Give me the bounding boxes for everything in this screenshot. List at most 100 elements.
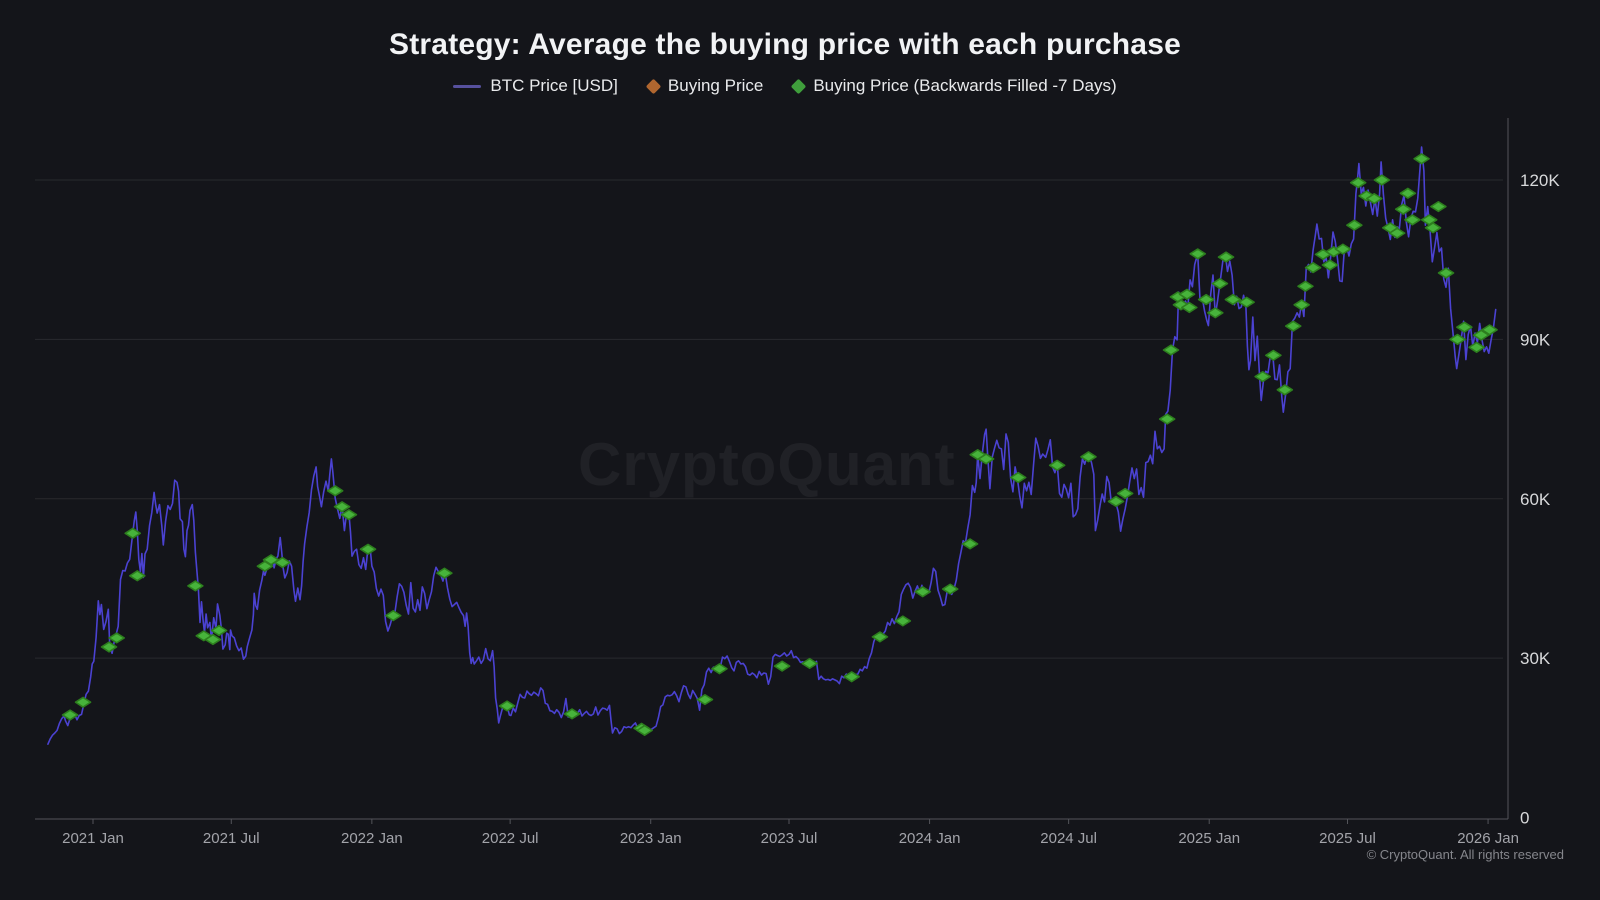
buy-point-marker — [1116, 487, 1134, 500]
buy-point-marker — [74, 696, 92, 708]
x-tick-label: 2022 Jul — [482, 830, 539, 847]
buy-point-marker — [1346, 219, 1363, 231]
legend: BTC Price [USD] Buying Price Buying Pric… — [0, 76, 1570, 96]
legend-item-buying-price[interactable]: Buying Price — [645, 76, 764, 96]
buy-point-marker — [801, 657, 818, 670]
buy-point-marker — [1304, 262, 1322, 274]
y-tick-label: 0 — [1520, 809, 1529, 828]
buy-point-marker — [498, 700, 516, 712]
buy-point-marker — [1217, 251, 1235, 263]
buy-point-marker — [1207, 307, 1224, 319]
buy-point-marker — [1365, 192, 1383, 205]
legend-label-btc-price: BTC Price [USD] — [490, 76, 618, 95]
buy-point-marker — [1009, 471, 1027, 484]
buy-point-marker — [61, 709, 79, 721]
buy-point-marker — [384, 610, 402, 622]
buy-point-marker — [1048, 459, 1066, 471]
buy-point-marker — [1162, 344, 1180, 356]
buy-point-marker — [359, 543, 377, 555]
legend-item-btc-price[interactable]: BTC Price [USD] — [453, 76, 618, 96]
buy-point-marker — [1321, 259, 1339, 271]
legend-label-buying-price-backfilled: Buying Price (Backwards Filled -7 Days) — [813, 76, 1117, 95]
buy-point-marker — [100, 641, 118, 653]
buy-point-marker — [1481, 324, 1498, 336]
buy-point-marker — [256, 560, 274, 572]
buy-point-marker — [1080, 451, 1097, 463]
buy-point-marker — [1254, 370, 1271, 383]
buy-point-marker — [1373, 174, 1391, 186]
buy-point-marker — [129, 570, 146, 582]
buy-point-marker — [1265, 349, 1282, 361]
buy-point-marker — [1394, 203, 1412, 215]
buy-point-marker — [1197, 293, 1215, 306]
y-tick-label: 120K — [1520, 171, 1560, 190]
buy-point-marker — [436, 567, 453, 579]
buy-point-marker — [1276, 384, 1294, 396]
buy-point-marker — [1472, 329, 1490, 341]
buy-point-marker — [1449, 333, 1466, 345]
buy-point-marker — [124, 527, 142, 539]
buy-point-marker — [326, 485, 344, 497]
buy-point-marker — [1456, 321, 1473, 333]
buy-point-marker — [1349, 177, 1367, 189]
cryptoquant-watermark: CryptoQuant — [578, 431, 956, 498]
buy-point-marker — [871, 631, 889, 643]
buy-point-marker — [1399, 187, 1417, 199]
buy-point-marker — [773, 660, 791, 672]
btc-price-line-swatch-icon — [453, 84, 482, 88]
x-tick-label: 2026 Jan — [1457, 830, 1519, 847]
buy-point-marker — [1284, 320, 1302, 332]
legend-label-buying-price: Buying Price — [667, 76, 764, 95]
x-tick-label: 2023 Jul — [761, 830, 818, 847]
buy-point-marker — [563, 708, 581, 720]
buy-point-marker — [977, 453, 995, 465]
buy-point-marker — [1211, 277, 1229, 290]
buy-point-marker — [274, 556, 291, 569]
buy-point-marker — [961, 538, 979, 550]
x-tick-label: 2024 Jan — [899, 830, 961, 847]
y-tick-label: 60K — [1520, 490, 1551, 509]
buy-point-marker — [1293, 299, 1310, 311]
btc-price-line — [47, 146, 1497, 745]
buy-point-marker — [696, 693, 714, 706]
y-tick-label: 30K — [1520, 649, 1551, 668]
buy-point-marker — [187, 580, 204, 592]
buy-point-marker — [333, 501, 351, 513]
buy-point-marker — [210, 624, 228, 637]
buy-point-marker — [1181, 301, 1198, 314]
chart-title: Strategy: Average the buying price with … — [389, 28, 1181, 61]
legend-item-buying-price-backfilled[interactable]: Buying Price (Backwards Filled -7 Days) — [791, 76, 1117, 96]
buy-point-marker — [1107, 495, 1125, 508]
x-tick-label: 2023 Jan — [620, 830, 682, 847]
buy-point-marker — [1297, 280, 1314, 292]
x-tick-label: 2024 Jul — [1040, 830, 1097, 847]
x-tick-label: 2021 Jul — [203, 830, 260, 847]
buy-point-marker — [843, 671, 860, 683]
buy-point-marker — [914, 586, 932, 598]
x-tick-label: 2025 Jul — [1319, 830, 1376, 847]
buy-point-marker — [1430, 200, 1447, 213]
copyright-notice: © CryptoQuant. All rights reserved — [1366, 847, 1564, 862]
buy-point-marker — [1189, 248, 1207, 260]
buy-point-marker — [204, 633, 222, 646]
buy-point-marker — [1413, 153, 1430, 165]
buy-point-marker — [1178, 288, 1196, 300]
buy-point-marker — [1224, 293, 1242, 306]
y-tick-label: 90K — [1520, 330, 1551, 349]
x-tick-label: 2025 Jan — [1178, 830, 1240, 847]
buy-point-marker — [1468, 341, 1485, 353]
x-tick-label: 2022 Jan — [341, 830, 403, 847]
buy-point-marker — [636, 724, 653, 736]
buy-point-marker — [894, 615, 912, 627]
buy-point-marker — [340, 509, 358, 521]
x-tick-label: 2021 Jan — [62, 830, 124, 847]
buy-point-marker — [1424, 222, 1442, 234]
buy-point-marker — [941, 583, 959, 595]
buy-point-marker — [1404, 214, 1421, 226]
buy-point-marker — [711, 663, 728, 675]
buy-point-marker — [1437, 267, 1455, 279]
buy-point-marker — [1238, 296, 1255, 308]
buy-point-marker — [1334, 243, 1352, 255]
